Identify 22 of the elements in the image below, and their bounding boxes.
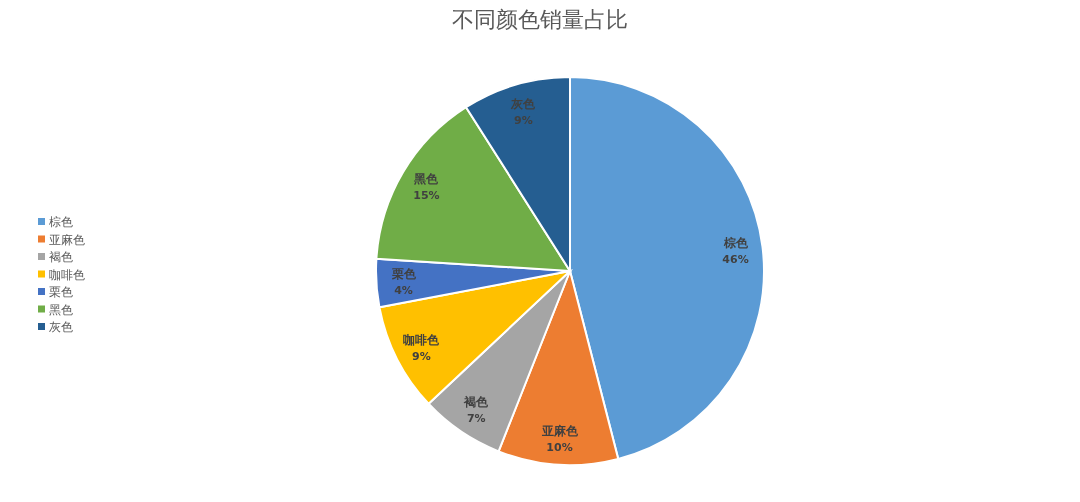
data-label: 7% [466, 411, 486, 425]
data-label: 15% [413, 189, 440, 203]
data-label: 9% [412, 349, 431, 363]
legend-label: 黑色 [49, 302, 73, 317]
slice-label: 棕色 [722, 236, 749, 251]
chart-title: 不同颜色销量占比 [452, 7, 628, 32]
slice-label: 灰色 [510, 96, 537, 111]
legend-label: 褐色 [49, 250, 73, 264]
data-label: 4% [394, 284, 413, 298]
slice-label: 咖啡色 [403, 332, 441, 347]
slice-label: 亚麻色 [540, 423, 579, 438]
data-label: 10% [546, 440, 573, 454]
slice-label: 栗色 [390, 267, 417, 282]
data-label: 46% [722, 253, 749, 267]
slice-label: 褐色 [463, 394, 490, 409]
legend-label: 灰色 [49, 320, 73, 334]
legend-label: 棕色 [49, 215, 73, 229]
data-label: 9% [514, 113, 533, 127]
legend-label: 咖啡色 [49, 267, 85, 282]
slice-label: 黑色 [413, 172, 440, 187]
legend-label: 亚麻色 [49, 232, 85, 247]
legend-label: 栗色 [49, 285, 73, 299]
